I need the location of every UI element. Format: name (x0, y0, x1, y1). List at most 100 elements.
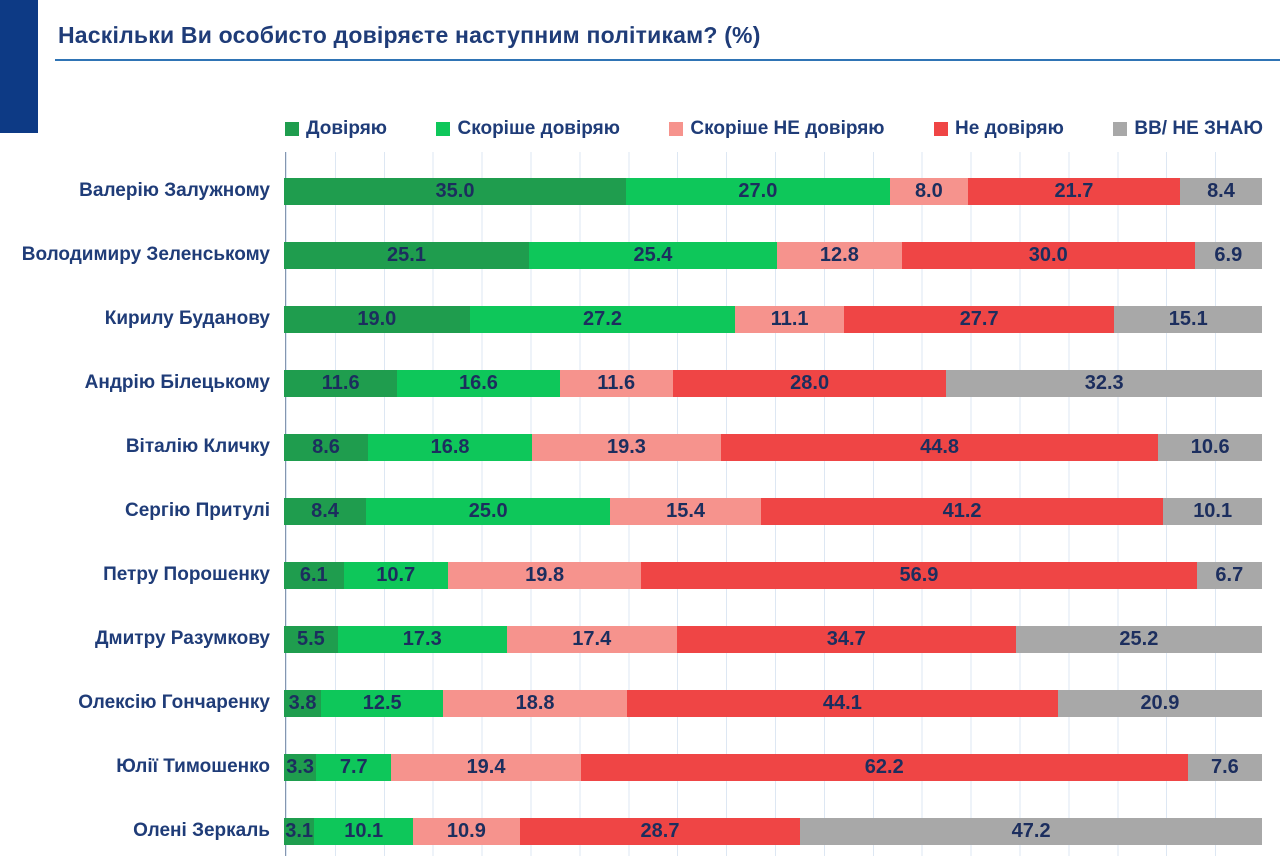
segment-value-label: 8.4 (311, 500, 339, 522)
bar-segment: 10.9 (413, 817, 520, 845)
legend-item: ВВ/ НЕ ЗНАЮ (1113, 118, 1263, 140)
legend-item: Скоріше НЕ довіряю (669, 118, 885, 140)
segment-value-label: 10.6 (1190, 436, 1230, 458)
segment-value-label: 19.4 (466, 756, 506, 778)
segment-value-label: 25.1 (387, 244, 426, 266)
category-label: Петру Порошенку (103, 564, 270, 585)
segment-value-label: 21.7 (1054, 180, 1094, 202)
chart-row: Кирилу Буданову 19.0 27.2 11.1 27.7 15.1 (0, 287, 1280, 351)
segment-value-label: 20.9 (1140, 692, 1180, 714)
bar-segment: 10.7 (343, 561, 448, 589)
bar-segment: 47.2 (800, 817, 1262, 845)
legend-swatch (436, 122, 451, 136)
bar-segment: 56.9 (641, 561, 1197, 589)
segment-value-label: 10.9 (446, 820, 486, 842)
bar-segment: 25.4 (528, 241, 777, 269)
bar-segment: 3.3 (284, 753, 317, 781)
segment-value-label: 6.9 (1214, 244, 1243, 266)
segment-value-label: 19.0 (357, 308, 397, 330)
segment-value-label: 10.7 (376, 564, 416, 586)
segment-value-label: 25.4 (633, 244, 673, 266)
bar-segment: 28.0 (672, 369, 947, 397)
chart-row: Віталію Кличку 8.6 16.8 19.3 44.8 10.6 (0, 415, 1280, 479)
segment-value-label: 47.2 (1011, 820, 1051, 842)
category-label: Олені Зеркаль (133, 820, 270, 841)
stacked-bar: 19.0 27.2 11.1 27.7 15.1 (284, 305, 1262, 333)
bar-segment: 10.1 (1163, 497, 1262, 525)
chart-row: Дмитру Разумкову 5.5 17.3 17.4 34.7 25.2 (0, 607, 1280, 671)
segment-value-label: 10.1 (1193, 500, 1233, 522)
segment-value-label: 27.7 (959, 308, 999, 330)
chart-row: Сергію Притулі 8.4 25.0 15.4 41.2 10.1 (0, 479, 1280, 543)
segment-value-label: 30.0 (1028, 244, 1068, 266)
legend-label: Не довіряю (955, 118, 1064, 139)
bar-segment: 35.0 (284, 177, 626, 205)
chart-row: Юлії Тимошенко 3.3 7.7 19.4 62.2 7.6 (0, 735, 1280, 799)
segment-value-label: 17.3 (402, 628, 442, 650)
category-label: Олексію Гончаренку (78, 692, 270, 713)
segment-value-label: 19.8 (525, 564, 565, 586)
bar-segment: 18.8 (443, 689, 627, 717)
category-label: Андрію Білецькому (84, 372, 270, 393)
bar-segment: 44.8 (720, 433, 1159, 461)
segment-value-label: 27.0 (738, 180, 778, 202)
bar-segment: 8.4 (1179, 177, 1262, 205)
bar-segment: 6.1 (284, 561, 344, 589)
legend-label: Скоріше довіряю (457, 118, 620, 139)
bar-segment: 3.1 (284, 817, 315, 845)
category-label: Дмитру Разумкову (95, 628, 270, 649)
legend-swatch (934, 122, 948, 136)
segment-value-label: 7.7 (339, 756, 368, 778)
legend-label: Скоріше НЕ довіряю (690, 118, 885, 139)
segment-value-label: 25.0 (468, 500, 508, 522)
bar-segment: 12.5 (321, 689, 444, 717)
segment-value-label: 5.5 (296, 628, 325, 650)
bar-segment: 11.1 (735, 305, 844, 333)
stacked-bar: 3.3 7.7 19.4 62.2 7.6 (284, 753, 1262, 781)
segment-value-label: 8.4 (1207, 180, 1235, 202)
bar-segment: 8.0 (889, 177, 968, 205)
legend-swatch (1113, 122, 1128, 136)
segment-value-label: 44.8 (920, 436, 960, 458)
segment-value-label: 11.6 (597, 372, 636, 394)
bar-segment: 15.4 (610, 497, 761, 525)
bar-segment: 6.7 (1196, 561, 1262, 589)
bar-segment: 25.2 (1015, 625, 1262, 653)
bar-segment: 32.3 (946, 369, 1262, 397)
bar-segment: 11.6 (284, 369, 398, 397)
legend-swatch (285, 122, 299, 136)
stacked-bar: 3.1 10.1 10.9 28.7 47.2 (284, 817, 1262, 845)
bar-segment: 30.0 (901, 241, 1195, 269)
legend-item: Довіряю (285, 118, 387, 140)
bar-segment: 12.8 (776, 241, 902, 269)
bar-segment: 41.2 (760, 497, 1164, 525)
segment-value-label: 17.4 (572, 628, 612, 650)
segment-value-label: 8.6 (312, 436, 340, 458)
stacked-bar: 8.6 16.8 19.3 44.8 10.6 (284, 433, 1262, 461)
segment-value-label: 8.0 (914, 180, 943, 202)
segment-value-label: 10.1 (344, 820, 384, 842)
segment-value-label: 12.8 (819, 244, 859, 266)
segment-value-label: 19.3 (606, 436, 646, 458)
chart-row: Олексію Гончаренку 3.8 12.5 18.8 44.1 20.9 (0, 671, 1280, 735)
bar-segment: 3.8 (284, 689, 322, 717)
category-label: Валерію Залужному (79, 180, 270, 201)
bar-segment: 16.8 (368, 433, 533, 461)
bar-segment: 7.6 (1187, 753, 1262, 781)
legend: Довіряю Скоріше довіряю Скоріше НЕ довіряю… (285, 118, 1263, 140)
segment-value-label: 15.4 (666, 500, 706, 522)
bar-segment: 19.3 (532, 433, 721, 461)
bar-segment: 27.7 (843, 305, 1115, 333)
bar-segment: 27.0 (625, 177, 890, 205)
chart-row: Петру Порошенку 6.1 10.7 19.8 56.9 6.7 (0, 543, 1280, 607)
title-divider (55, 59, 1280, 61)
bar-segment: 34.7 (676, 625, 1016, 653)
stacked-bar: 11.6 16.6 11.6 28.0 32.3 (284, 369, 1262, 397)
segment-value-label: 3.8 (288, 692, 317, 714)
segment-value-label: 32.3 (1084, 372, 1124, 394)
chart-rows: Валерію Залужному 35.0 27.0 8.0 21.7 8.4 Волод… (0, 159, 1280, 863)
bar-segment: 19.8 (447, 561, 642, 589)
segment-value-label: 18.8 (515, 692, 555, 714)
legend-label: Довіряю (306, 118, 388, 139)
segment-value-label: 27.2 (583, 308, 622, 330)
